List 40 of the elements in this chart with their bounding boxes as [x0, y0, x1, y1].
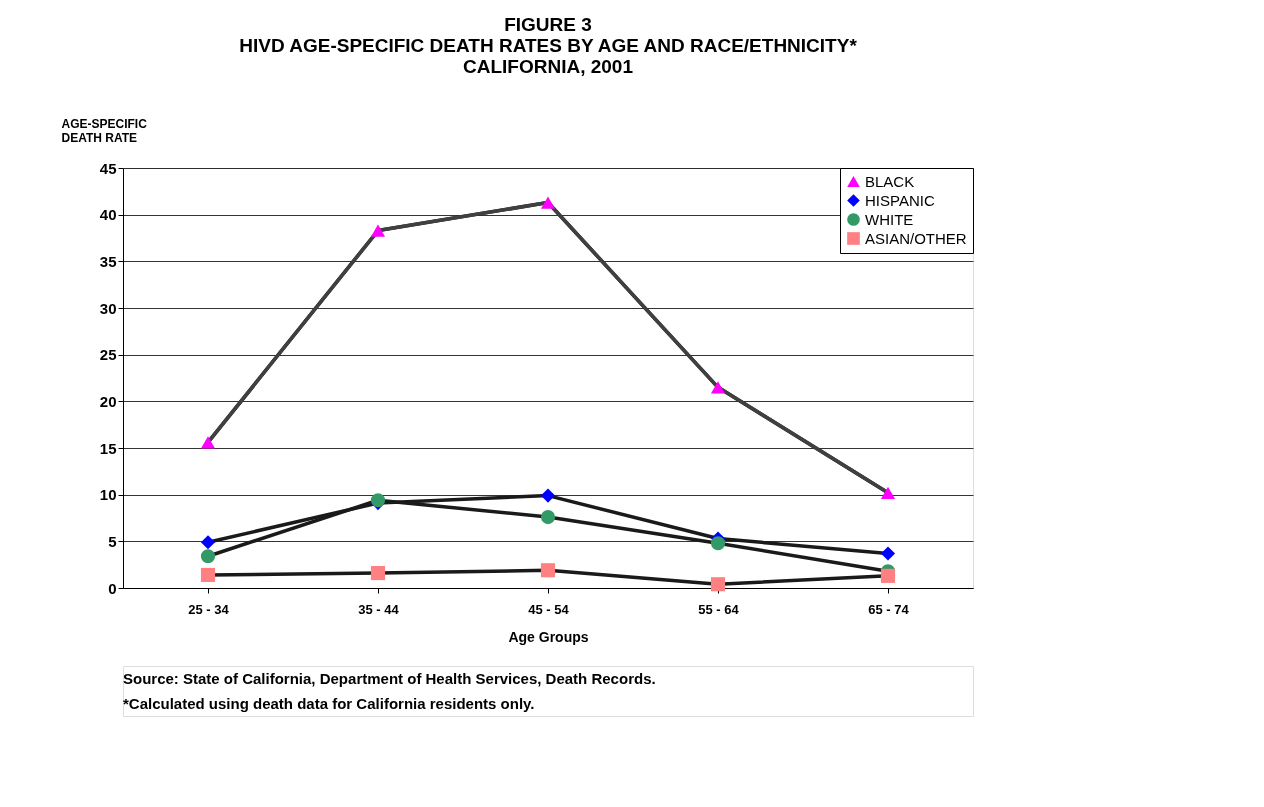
point	[880, 486, 896, 499]
point	[540, 510, 556, 525]
point	[370, 566, 386, 581]
point	[200, 549, 216, 564]
point	[200, 567, 216, 582]
x-tick-label: 25 - 34	[188, 601, 230, 617]
y-tick-label: 35	[99, 252, 117, 270]
point	[540, 563, 556, 578]
x-axis-title: Age Groups	[508, 628, 589, 645]
y-tick-label: 25	[99, 346, 117, 364]
legend-label: BLACK	[865, 172, 915, 190]
text: *Calculated using death data for California residents only.	[123, 694, 535, 712]
x-tick-label: 65 - 74	[868, 601, 910, 617]
y-tick-label: 10	[99, 486, 117, 504]
point	[200, 436, 216, 449]
point	[200, 535, 216, 550]
source-note: Source: State of California, Department of Health Services, Death Records.	[123, 669, 656, 687]
legend-label: HISPANIC	[865, 191, 935, 209]
y-tick-label: 5	[108, 532, 117, 550]
x-tick-label: 55 - 64	[698, 601, 740, 617]
x-tick-label: 45 - 54	[528, 601, 570, 617]
chart-title: FIGURE 3 HIVD AGE-SPECIFIC DEATH RATES BY AGE AND RACE/ETHNICITY* CALIFORNIA, 2001	[239, 14, 858, 77]
y-tick-label: 30	[99, 299, 117, 317]
y-tick-label: 0	[108, 579, 117, 597]
point	[710, 577, 726, 592]
x-tick-label: 35 - 44	[358, 601, 400, 617]
legend-label: ASIAN/OTHER	[865, 229, 967, 247]
point	[370, 224, 386, 237]
point	[540, 488, 556, 503]
point	[710, 536, 726, 551]
point	[710, 381, 726, 394]
point	[880, 568, 896, 583]
point	[880, 546, 896, 561]
legend-label: WHITE	[865, 210, 914, 228]
y-tick-label: 15	[99, 439, 117, 457]
y-tick-label: 40	[99, 206, 117, 224]
y-axis-title: AGE-SPECIFIC DEATH RATE	[61, 116, 148, 145]
y-tick-label: 45	[99, 159, 117, 177]
point	[540, 196, 556, 209]
y-tick-label: 20	[99, 392, 117, 410]
